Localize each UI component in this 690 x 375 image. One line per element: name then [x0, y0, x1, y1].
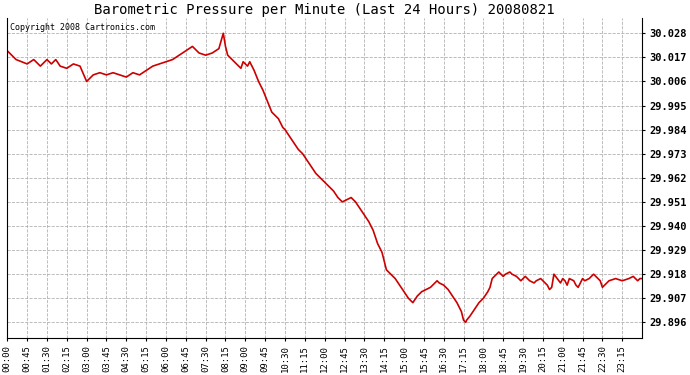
Title: Barometric Pressure per Minute (Last 24 Hours) 20080821: Barometric Pressure per Minute (Last 24 …	[95, 3, 555, 17]
Text: Copyright 2008 Cartronics.com: Copyright 2008 Cartronics.com	[10, 23, 155, 32]
